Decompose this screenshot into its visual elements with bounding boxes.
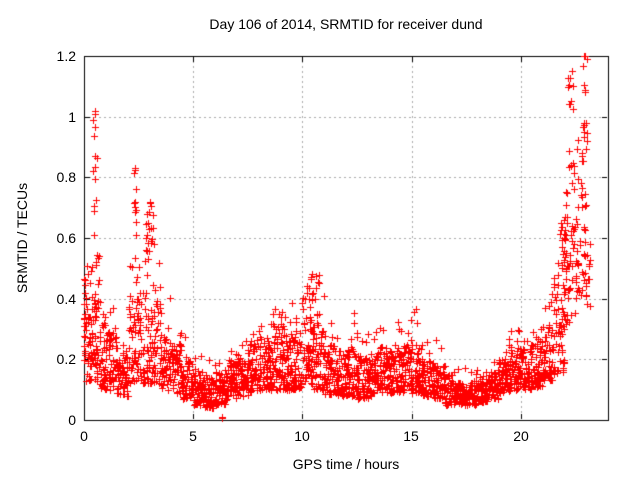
y-axis-label: SRMTID / TECUs [14, 182, 30, 294]
y-tick-label: 1.2 [56, 48, 76, 64]
x-tick-label: 0 [80, 428, 88, 444]
x-axis-label: GPS time / hours [292, 456, 400, 472]
x-tick-label: 5 [189, 428, 197, 444]
y-tick-label: 0.8 [56, 169, 76, 185]
x-tick-label: 10 [294, 428, 310, 444]
x-tick-label: 20 [513, 428, 529, 444]
y-tick-label: 0 [68, 412, 76, 428]
x-tick-label: 15 [403, 428, 419, 444]
chart-title: Day 106 of 2014, SRMTID for receiver dun… [209, 16, 483, 32]
y-tick-label: 1 [68, 109, 76, 125]
y-tick-label: 0.6 [56, 230, 76, 246]
y-tick-label: 0.4 [56, 291, 76, 307]
y-tick-label: 0.2 [56, 351, 76, 367]
